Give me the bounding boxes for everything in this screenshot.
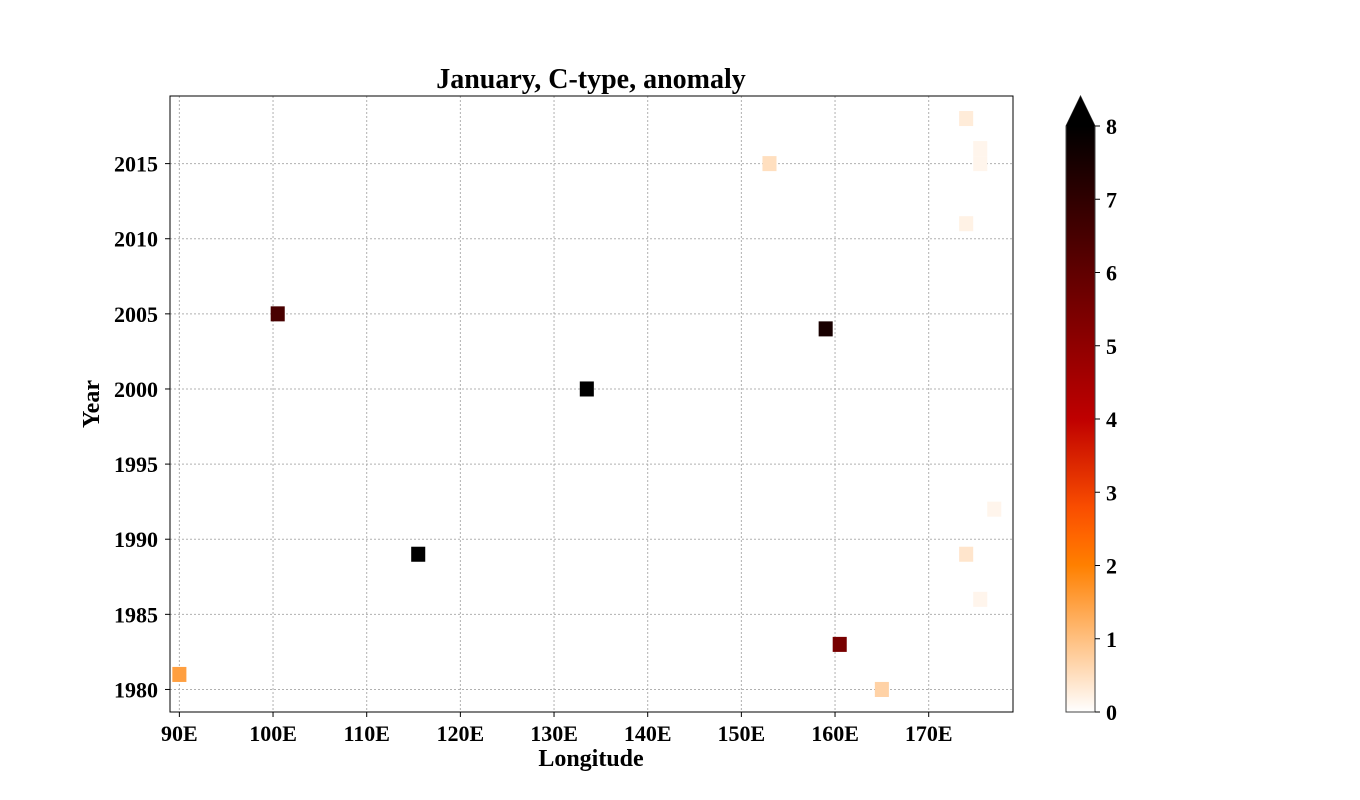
heatmap-cell-10 — [959, 546, 974, 562]
colorbar-tick-label-2: 2 — [1106, 554, 1117, 579]
y-tick-label-2: 1990 — [114, 527, 158, 552]
heatmap-cell-5 — [818, 321, 833, 337]
x-tick-label-6: 150E — [718, 721, 766, 746]
grid-lines — [170, 96, 1013, 712]
heatmap-cell-9 — [959, 216, 974, 232]
heatmap-cell-13 — [973, 591, 988, 607]
colorbar-tick-label-8: 8 — [1106, 114, 1117, 139]
x-tick-label-7: 160E — [811, 721, 859, 746]
heatmap-cell-3 — [579, 381, 594, 397]
colorbar-tick-label-0: 0 — [1106, 700, 1117, 725]
y-axis-ticks: 1980 1985 1990 1995 2000 2005 2010 2015 — [114, 152, 170, 702]
colorbar-tick-label-3: 3 — [1106, 480, 1117, 505]
data-cells — [172, 111, 1002, 697]
x-tick-label-8: 170E — [905, 721, 953, 746]
plot-area-frame — [169, 95, 1014, 713]
y-tick-label-4: 2000 — [114, 377, 158, 402]
y-axis-label: Year — [79, 380, 105, 428]
x-tick-label-4: 130E — [530, 721, 578, 746]
y-tick-label-6: 2010 — [114, 227, 158, 252]
colorbar-tick-label-7: 7 — [1106, 187, 1117, 212]
heatmap-cell-11 — [973, 141, 988, 157]
heatmap-cell-1 — [270, 306, 285, 322]
y-tick-label-5: 2005 — [114, 302, 158, 327]
x-tick-label-0: 90E — [161, 721, 198, 746]
colorbar-extend-arrow — [1066, 96, 1095, 126]
y-tick-label-7: 2015 — [114, 152, 158, 177]
heatmap-cell-0 — [172, 666, 187, 682]
y-tick-label-3: 1995 — [114, 452, 158, 477]
heatmap-cell-14 — [987, 501, 1002, 517]
heatmap-cell-6 — [832, 636, 847, 652]
y-tick-label-0: 1980 — [114, 677, 158, 702]
colorbar-body — [1066, 126, 1095, 712]
x-tick-label-3: 120E — [437, 721, 485, 746]
colorbar-tick-label-6: 6 — [1106, 261, 1117, 286]
colorbar-ticks: 0 1 2 3 4 5 6 7 8 — [1095, 114, 1117, 725]
chart-title: January, C-type, anomaly — [436, 64, 746, 95]
x-axis-ticks: 90E 100E 110E 120E 130E 140E 150E 160E 170E — [161, 712, 953, 746]
heatmap-cell-2 — [411, 546, 426, 562]
x-axis-label: Longitude — [538, 746, 644, 772]
heatmap-cell-4 — [762, 156, 777, 172]
heatmap-cell-8 — [959, 111, 974, 127]
colorbar-tick-label-5: 5 — [1106, 334, 1117, 359]
colorbar: 0 1 2 3 4 5 6 7 8 — [1065, 94, 1117, 725]
heatmap-cell-12 — [973, 156, 988, 172]
x-tick-label-5: 140E — [624, 721, 672, 746]
heatmap-cell-7 — [874, 681, 889, 697]
x-tick-label-2: 110E — [343, 721, 389, 746]
colorbar-tick-label-1: 1 — [1106, 627, 1117, 652]
x-tick-label-1: 100E — [249, 721, 297, 746]
y-tick-label-1: 1985 — [114, 602, 158, 627]
colorbar-tick-label-4: 4 — [1106, 407, 1117, 432]
